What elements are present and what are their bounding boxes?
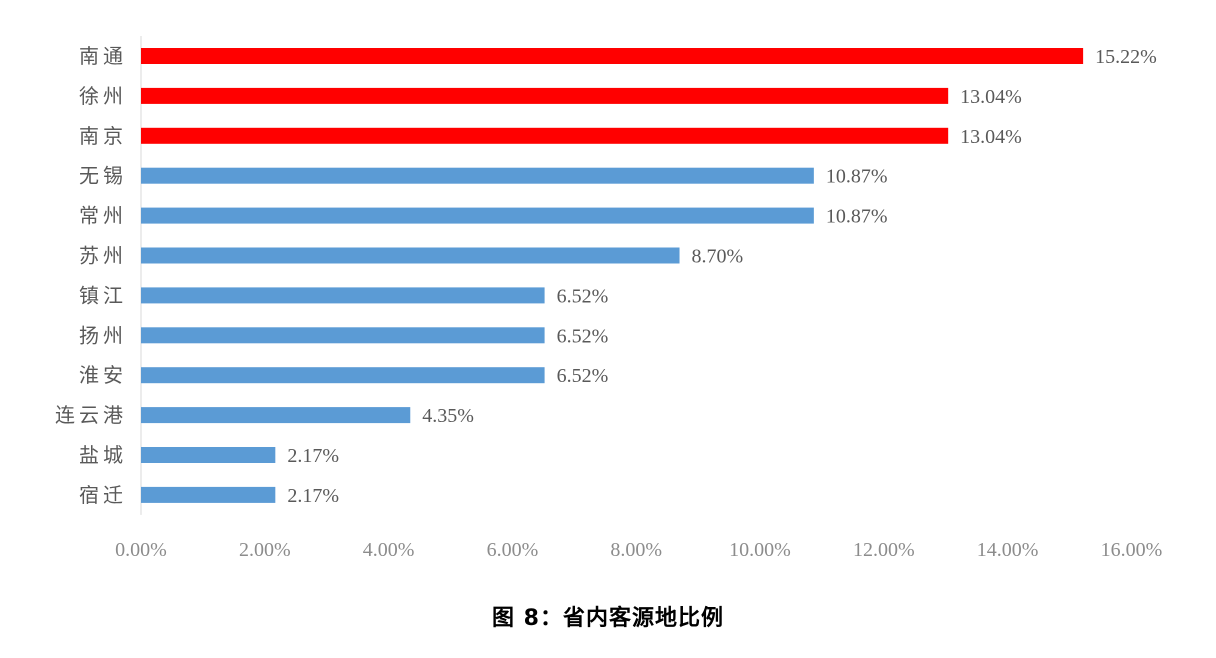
data-label: 2.17% bbox=[287, 445, 339, 467]
data-label: 6.52% bbox=[557, 325, 609, 347]
bar bbox=[141, 486, 276, 503]
x-tick-label: 0.00% bbox=[115, 539, 167, 561]
data-label: 13.04% bbox=[960, 126, 1022, 148]
data-label: 4.35% bbox=[422, 405, 474, 427]
data-label: 6.52% bbox=[557, 285, 609, 307]
category-label: 连云港 bbox=[55, 403, 127, 427]
category-label: 扬州 bbox=[79, 323, 127, 347]
data-label: 10.87% bbox=[826, 166, 888, 188]
data-label: 6.52% bbox=[557, 365, 609, 387]
bar bbox=[141, 167, 814, 184]
category-label: 苏州 bbox=[79, 244, 127, 268]
category-label: 南通 bbox=[79, 44, 127, 68]
bar bbox=[141, 287, 545, 304]
bar bbox=[141, 447, 276, 463]
bar bbox=[141, 247, 680, 264]
data-label: 10.87% bbox=[826, 206, 888, 228]
category-label: 盐城 bbox=[79, 443, 127, 467]
chart-title: 图 8：省内客源地比例 bbox=[492, 606, 724, 631]
x-tick-label: 4.00% bbox=[363, 539, 415, 561]
data-label: 8.70% bbox=[692, 246, 744, 268]
bar bbox=[141, 48, 1084, 64]
x-tick-label: 8.00% bbox=[610, 539, 662, 561]
x-tick-label: 12.00% bbox=[853, 539, 915, 561]
x-tick-label: 14.00% bbox=[977, 539, 1039, 561]
x-tick-label: 2.00% bbox=[239, 539, 291, 561]
category-label: 无锡 bbox=[79, 164, 127, 188]
category-label: 南京 bbox=[79, 124, 127, 148]
bar bbox=[141, 407, 411, 424]
x-tick-label: 16.00% bbox=[1101, 539, 1163, 561]
x-tick-label: 10.00% bbox=[729, 539, 791, 561]
bar bbox=[141, 87, 949, 104]
bar-chart: 南通 15.22% 徐州 13.04% 南京 13.04% 无锡 10.87% 常州 10.87%… bbox=[55, 36, 1163, 561]
bar bbox=[141, 367, 545, 384]
bar bbox=[141, 127, 949, 144]
x-tick-label: 6.00% bbox=[487, 539, 539, 561]
data-label: 15.22% bbox=[1095, 46, 1157, 68]
data-label: 13.04% bbox=[960, 86, 1022, 108]
category-label: 常州 bbox=[79, 204, 127, 228]
bar bbox=[141, 207, 814, 224]
category-label: 镇江 bbox=[79, 283, 127, 307]
data-label: 2.17% bbox=[287, 485, 339, 507]
category-label: 淮安 bbox=[79, 363, 127, 387]
category-label: 宿迁 bbox=[79, 483, 127, 507]
category-label: 徐州 bbox=[79, 84, 127, 108]
bar bbox=[141, 327, 545, 344]
